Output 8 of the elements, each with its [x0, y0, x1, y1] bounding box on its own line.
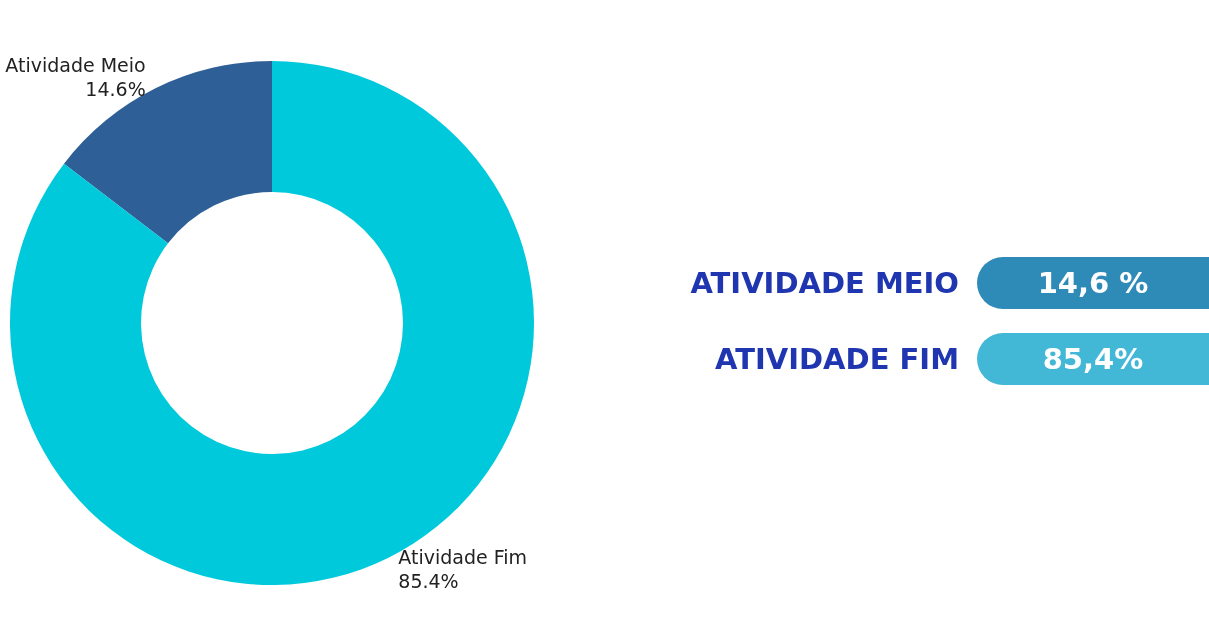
data-label: 14.6%	[85, 78, 146, 101]
data-label: 85.4%	[398, 569, 459, 592]
slice-label: Atividade Fim	[398, 545, 528, 568]
text: 85,4%	[977, 333, 1209, 385]
text: 14,6 %	[977, 257, 1209, 309]
slice-label: Atividade Meio	[5, 54, 146, 77]
text: ATIVIDADE MEIO	[690, 266, 959, 300]
text: ATIVIDADE FIM	[715, 342, 959, 376]
